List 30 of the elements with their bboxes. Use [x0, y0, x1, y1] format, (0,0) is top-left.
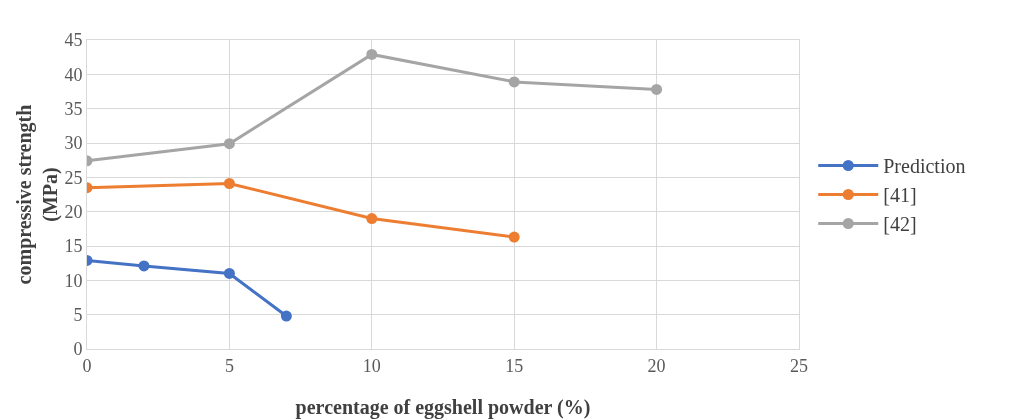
y-tick-label: 10: [64, 270, 83, 291]
legend-label: [42]: [883, 213, 917, 236]
x-axis-title: percentage of eggshell powder (%): [295, 396, 591, 419]
point: [651, 83, 663, 95]
x-tick-label: 20: [647, 355, 666, 376]
x-tick-label: 15: [505, 355, 524, 376]
legend-label: Prediction: [883, 155, 966, 178]
y-tick-label: 20: [64, 201, 83, 222]
x-tick-label: 10: [362, 355, 381, 376]
y-tick-label: 40: [64, 64, 83, 85]
x-tick-label: 25: [790, 355, 808, 376]
y-tick-label: 30: [64, 133, 83, 154]
x-tick-label: 5: [224, 355, 234, 376]
point: [366, 213, 378, 225]
legend-label: [41]: [883, 184, 917, 207]
point: [223, 138, 235, 150]
point: [138, 260, 150, 272]
point: [280, 310, 292, 322]
y-tick-label: 0: [73, 339, 83, 360]
y-tick-label: 25: [64, 167, 83, 188]
y-tick-label: 5: [73, 304, 83, 325]
point: [366, 48, 378, 60]
point: [223, 267, 235, 279]
point: [508, 231, 520, 243]
y-axis-title: compressive strength (MPa): [13, 104, 63, 285]
y-tick-label: 35: [64, 98, 83, 119]
y-tick-label: 45: [64, 30, 83, 51]
point: [223, 178, 235, 190]
point: [508, 76, 520, 88]
y-tick-label: 15: [64, 236, 83, 257]
